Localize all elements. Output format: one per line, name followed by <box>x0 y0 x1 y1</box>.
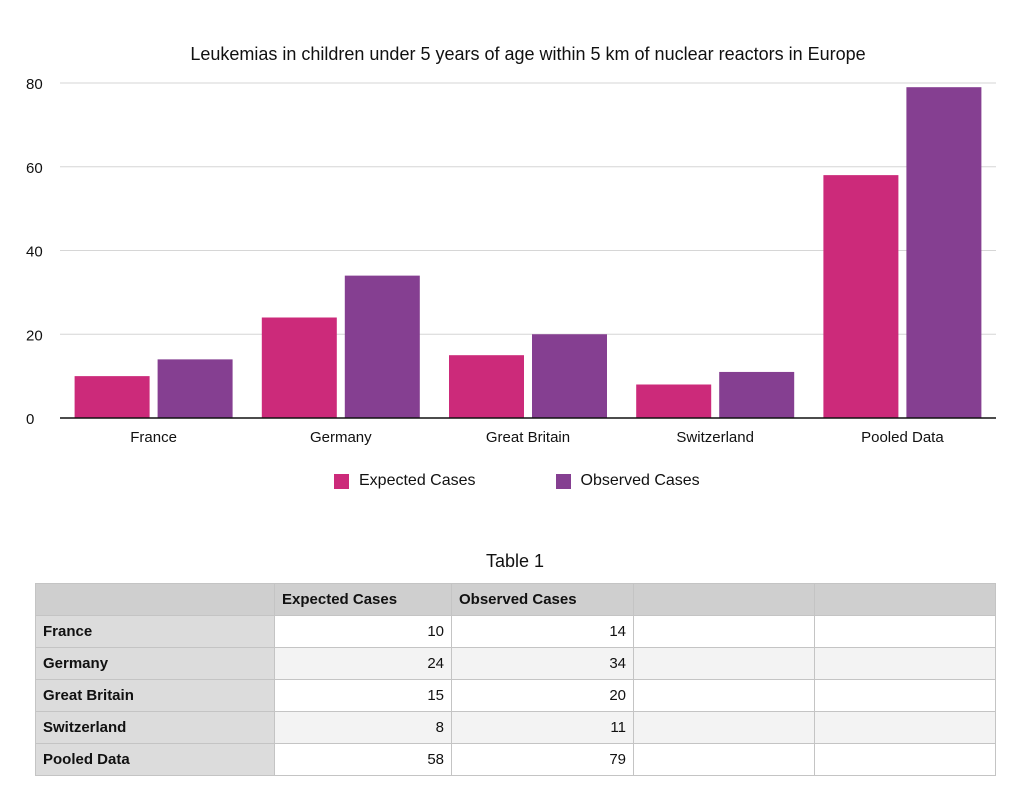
legend-label-observed: Observed Cases <box>580 472 700 489</box>
bar-observed <box>344 275 420 418</box>
x-tick-label: Switzerland <box>676 429 754 446</box>
table-row: Pooled Data 58 79 <box>35 743 996 776</box>
cell-empty <box>633 615 815 648</box>
legend-swatch-expected <box>334 473 349 489</box>
legend-item-observed: Observed Cases <box>555 472 700 490</box>
cell-expected: 10 <box>274 615 452 648</box>
header-cell-expected: Expected Cases <box>274 583 452 616</box>
table-row: Germany 24 34 <box>35 647 996 680</box>
data-table: Expected Cases Observed Cases France 10 … <box>35 583 996 776</box>
y-axis-ticks: 0 20 40 60 80 <box>26 76 43 428</box>
bar-expected <box>636 384 712 418</box>
cell-observed: 34 <box>451 647 634 680</box>
cell-empty <box>814 615 996 648</box>
cell-expected: 8 <box>274 711 452 744</box>
cell-observed: 79 <box>451 743 634 776</box>
table-row: France 10 14 <box>35 615 996 648</box>
y-tick-label: 40 <box>26 244 43 261</box>
header-cell-empty <box>814 583 996 616</box>
x-axis-labels: France Germany Great Britain Switzerland Poo… <box>130 429 944 446</box>
bar-expected <box>449 355 524 418</box>
y-tick-label: 0 <box>26 411 34 428</box>
bar-expected <box>74 376 150 418</box>
row-label: Switzerland <box>35 711 275 744</box>
row-label: Great Britain <box>35 679 275 712</box>
chart-legend: Expected Cases Observed Cases <box>334 472 700 490</box>
x-tick-label: Great Britain <box>486 429 570 446</box>
y-tick-label: 60 <box>26 160 43 177</box>
bar-expected <box>261 317 337 418</box>
cell-expected: 15 <box>274 679 452 712</box>
cell-observed: 20 <box>451 679 634 712</box>
bars <box>74 87 982 418</box>
cell-observed: 11 <box>451 711 634 744</box>
legend-item-expected: Expected Cases <box>334 472 476 490</box>
cell-empty <box>633 679 815 712</box>
legend-label-expected: Expected Cases <box>359 472 476 489</box>
x-tick-label: France <box>130 429 177 446</box>
bar-chart: Leukemias in children under 5 years of a… <box>26 44 996 446</box>
x-tick-label: Pooled Data <box>861 429 944 446</box>
row-label: France <box>35 615 275 648</box>
cell-expected: 24 <box>274 647 452 680</box>
bar-observed <box>719 371 795 418</box>
y-tick-label: 80 <box>26 76 43 93</box>
row-label: Pooled Data <box>35 743 275 776</box>
bar-observed <box>157 359 233 418</box>
legend-swatch-observed <box>555 473 571 489</box>
cell-empty <box>633 743 815 776</box>
x-tick-label: Germany <box>310 429 372 446</box>
cell-expected: 58 <box>274 743 452 776</box>
header-cell-corner <box>35 583 275 616</box>
header-cell-observed: Observed Cases <box>451 583 634 616</box>
bar-observed <box>906 87 982 418</box>
cell-empty <box>633 711 815 744</box>
table-row: Great Britain 15 20 <box>35 679 996 712</box>
table-row: Switzerland 8 11 <box>35 711 996 744</box>
table-title: Table 1 <box>485 551 545 571</box>
row-label: Germany <box>35 647 275 680</box>
header-cell-empty <box>633 583 815 616</box>
cell-empty <box>814 647 996 680</box>
bar-expected <box>823 175 899 418</box>
cell-empty <box>814 711 996 744</box>
cell-empty <box>814 743 996 776</box>
cell-empty <box>814 679 996 712</box>
cell-observed: 14 <box>451 615 634 648</box>
y-tick-label: 20 <box>26 327 43 344</box>
chart-title: Leukemias in children under 5 years of a… <box>190 44 865 64</box>
table-header-row: Expected Cases Observed Cases <box>35 583 996 616</box>
cell-empty <box>633 647 815 680</box>
bar-observed <box>532 334 607 418</box>
